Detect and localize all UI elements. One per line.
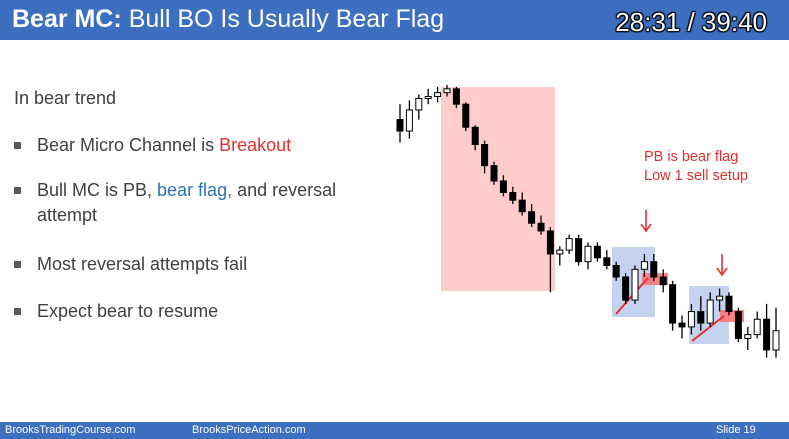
candle-bull: [753, 318, 761, 336]
candle-bull: [716, 295, 724, 301]
micro-channel-highlight: [441, 87, 555, 291]
candle-bear: [650, 261, 658, 278]
candle-bear: [725, 295, 733, 313]
candle-bull: [565, 238, 573, 251]
candle-bull: [424, 96, 432, 99]
footer-site-1: BrooksTradingCourse.com: [5, 424, 136, 436]
candle-bear: [612, 264, 620, 278]
candle-bear: [593, 245, 601, 259]
candle-bull: [744, 334, 752, 339]
breakout-highlight: Breakout: [219, 135, 292, 155]
bullet-item: Most reversal attempts fail: [14, 252, 247, 277]
price-chart: [396, 85, 780, 358]
slide-title: Bear MC: Bull BO Is Usually Bear Flag: [12, 4, 444, 34]
candle-bull: [640, 261, 648, 270]
candle-bear: [622, 276, 630, 301]
candle-bear: [763, 318, 771, 351]
candle-bear: [546, 230, 554, 255]
bullet-marker: [14, 187, 21, 194]
annotation-line-1: PB is bear flag: [644, 149, 739, 165]
candle-bear: [537, 222, 545, 232]
candle-bull: [584, 245, 592, 263]
title-bold: Bear MC:: [12, 5, 122, 33]
bear-flag-highlight: bear flag,: [157, 180, 233, 200]
bullet-item: Bull MC is PB, bear flag, and reversal a…: [14, 178, 337, 228]
bullet-text-suffix: and reversal attempt: [37, 180, 337, 225]
bear-flag-trendline-2: [691, 315, 725, 342]
bear-flag-annotation: PB is bear flag Low 1 sell setup: [644, 148, 748, 186]
bullet-text: Bull MC is PB,: [37, 180, 158, 200]
candlesticks: [396, 85, 780, 358]
candle-bear: [471, 126, 479, 146]
candle-bull: [772, 330, 780, 351]
candle-bull: [405, 109, 413, 132]
title-rest: Bull BO Is Usually Bear Flag: [128, 5, 445, 33]
candle-bear: [499, 180, 507, 194]
bullet-marker: [14, 261, 21, 268]
candle-bull: [687, 311, 695, 328]
candle-bear: [603, 257, 611, 266]
candle-bear: [518, 199, 526, 213]
annotation-line-2: Low 1 sell setup: [644, 168, 748, 184]
candle-bull: [434, 92, 442, 98]
trend-heading: In bear trend: [14, 88, 117, 108]
bullet-marker: [14, 308, 21, 315]
candle-bear: [734, 311, 742, 339]
bullet-item: Bear Micro Channel is Breakout: [14, 133, 291, 158]
candle-bear: [528, 211, 536, 224]
footer-bar: BrooksTradingCourse.com BrooksPriceActio…: [0, 422, 789, 439]
down-arrow-icon: [640, 210, 652, 233]
candle-bear: [462, 103, 470, 128]
video-timer: 28:31 / 39:40: [615, 7, 767, 37]
footer-site-2: BrooksPriceAction.com: [192, 424, 306, 436]
candle-bear: [697, 311, 705, 324]
candle-bear: [678, 322, 686, 328]
candle-bull: [443, 88, 451, 94]
candle-bull: [556, 249, 564, 255]
bullet-text: Bear Micro Channel is: [37, 135, 220, 155]
candle-bear: [575, 238, 583, 263]
down-arrow-icon: [716, 254, 728, 277]
bullet-text: Expect bear to resume: [37, 301, 219, 321]
bullet-item: Expect bear to resume: [14, 299, 218, 324]
candle-bull: [415, 97, 423, 111]
candle-bear: [659, 276, 667, 286]
candle-bear: [490, 165, 498, 182]
slide-number: Slide 19: [716, 424, 756, 436]
title-bar: Bear MC: Bull BO Is Usually Bear Flag 28…: [0, 0, 789, 40]
bullet-marker: [14, 142, 21, 149]
bullet-text: Most reversal attempts fail: [37, 254, 248, 274]
candle-bear: [481, 144, 489, 167]
candle-bull: [631, 268, 639, 301]
candle-bear: [669, 284, 677, 324]
candle-bear: [452, 88, 460, 105]
candle-bear: [509, 192, 517, 201]
candle-bear: [396, 119, 404, 132]
candle-bull: [706, 299, 714, 324]
